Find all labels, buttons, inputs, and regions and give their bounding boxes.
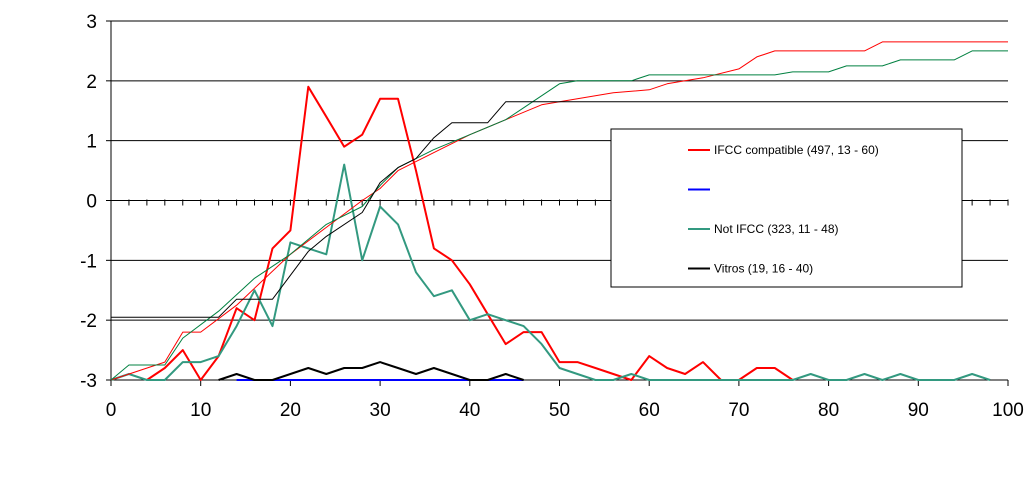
legend-label-2: Not IFCC (323, 11 - 48) [714,222,839,236]
x-tick-label: 60 [639,400,660,421]
legend-box [610,128,963,288]
x-tick-label: 20 [280,400,301,421]
x-tick-label: 50 [549,400,570,421]
legend-label-0: IFCC compatible (497, 13 - 60) [714,143,879,157]
x-tick-label: 40 [459,400,480,421]
gridlines [111,20,1008,381]
x-tick-label: 90 [908,400,929,421]
y-tick-label: 3 [86,12,97,33]
legend-label-3: Vitros (19, 16 - 40) [714,262,813,276]
y-tick-label: 0 [86,192,97,213]
y-tick-label: -2 [80,311,97,332]
y-tick-label: 2 [86,72,97,93]
x-tick-label: 10 [190,400,211,421]
y-tick-label: -3 [80,371,97,392]
series-line-5 [110,50,1008,381]
x-tick-label: 80 [818,400,839,421]
x-tick-label: 0 [106,400,117,421]
series-line-2 [110,163,991,381]
legend: IFCC compatible (497, 13 - 60) Not IFCC (… [610,128,963,288]
x-tick-label: 70 [728,400,749,421]
y-tick-label: 1 [86,132,97,153]
x-tick-label: 30 [370,400,391,421]
series-line-3 [218,361,524,381]
series-line-6 [111,101,1008,318]
series-line-0 [146,85,794,381]
x-tick-label: 100 [992,400,1024,421]
y-tick-label: -1 [80,251,97,272]
series-lines [110,41,1008,381]
